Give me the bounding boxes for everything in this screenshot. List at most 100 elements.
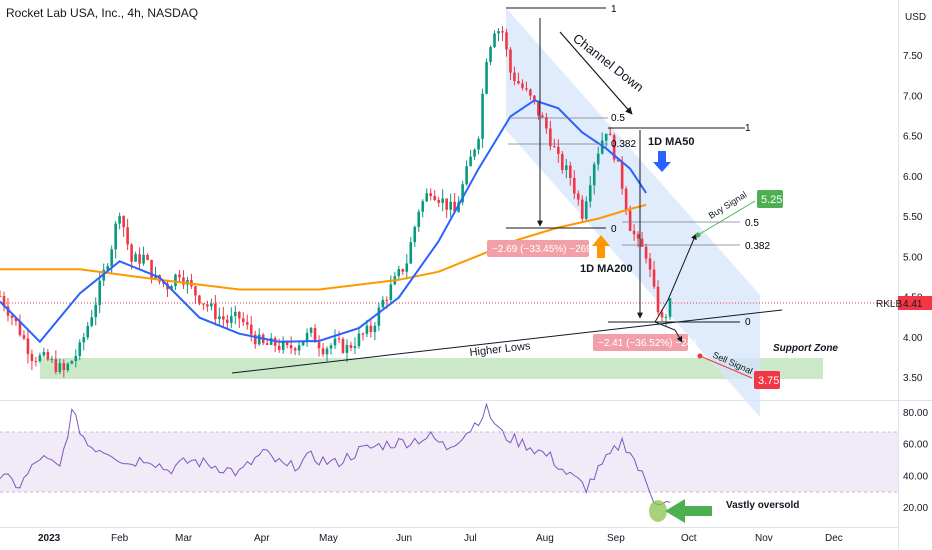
oversold-label: Vastly oversold xyxy=(726,500,799,511)
candle-body xyxy=(265,343,269,345)
sell-target-value: 3.75 xyxy=(758,375,779,387)
candle-body xyxy=(34,360,38,362)
measure-badge-1 xyxy=(487,240,589,257)
candle-body xyxy=(198,295,201,304)
candle-body xyxy=(337,338,341,340)
candle-body xyxy=(461,184,464,203)
last-price-badge xyxy=(898,296,932,310)
oversold-arrow-icon xyxy=(665,499,712,523)
candle-body xyxy=(66,363,70,371)
candle-body xyxy=(98,280,102,305)
time-tick: 2023 xyxy=(38,533,61,544)
candle-body xyxy=(425,193,429,202)
candle-body xyxy=(297,345,301,351)
candle-body xyxy=(218,316,221,320)
fib-label-0382a: 0.382 xyxy=(611,139,636,150)
candle-body xyxy=(174,274,177,287)
candle-body xyxy=(357,333,361,347)
candle-body xyxy=(138,254,141,264)
candle-body xyxy=(333,338,337,346)
time-tick: Apr xyxy=(254,533,270,544)
candle-body xyxy=(38,355,42,362)
candle-body xyxy=(429,193,433,197)
candle-body xyxy=(226,319,229,323)
price-tick: 4.00 xyxy=(903,333,923,344)
candle-body xyxy=(182,277,185,285)
candle-body xyxy=(377,307,381,326)
candle-body xyxy=(253,334,257,345)
candle-body xyxy=(194,286,197,296)
candle-body xyxy=(118,216,121,224)
candle-body xyxy=(18,320,22,336)
candle-body xyxy=(58,363,62,373)
candle-body xyxy=(305,332,309,342)
candle-body xyxy=(489,47,492,62)
candle-body xyxy=(150,259,153,279)
candle-body xyxy=(345,344,349,353)
candle-body xyxy=(341,339,345,353)
candle-body xyxy=(640,238,644,247)
candle-body xyxy=(281,342,285,350)
price-tick: 7.50 xyxy=(903,51,923,62)
candle-body xyxy=(397,269,401,277)
time-tick: Sep xyxy=(607,533,625,544)
candle-body xyxy=(620,161,624,189)
candle-body xyxy=(42,352,46,356)
rsi-band xyxy=(0,432,898,492)
candle-body xyxy=(373,325,377,333)
candle-body xyxy=(269,338,273,345)
candle-body xyxy=(233,311,237,317)
candle-body xyxy=(0,295,2,297)
candle-body xyxy=(90,317,94,326)
candle-body xyxy=(142,254,145,264)
candle-body xyxy=(576,193,580,200)
candle-body xyxy=(110,249,113,267)
candle-body xyxy=(241,318,245,323)
candle-body xyxy=(381,299,385,308)
candle-body xyxy=(608,133,612,136)
buy-target-badge xyxy=(757,190,783,208)
measure-badge-2 xyxy=(593,334,688,351)
candle-body xyxy=(588,185,592,202)
candle-body xyxy=(277,345,281,350)
time-tick: Feb xyxy=(111,533,129,544)
candle-body xyxy=(521,83,524,89)
candle-body xyxy=(632,230,636,235)
time-tick: Mar xyxy=(175,533,193,544)
projection-path xyxy=(654,233,697,323)
fib-label-05a: 0.5 xyxy=(611,113,625,124)
candle-body xyxy=(600,140,604,154)
sell-target-badge xyxy=(754,371,780,389)
candle-body xyxy=(285,342,289,346)
support-zone-label: Support Zone xyxy=(773,343,838,354)
candle-body xyxy=(70,361,74,364)
candlesticks xyxy=(0,26,672,378)
candle-body xyxy=(457,202,460,212)
measure-text-2: −2.41 (−36.52%) −241 xyxy=(598,338,698,349)
price-tick: 3.50 xyxy=(903,373,923,384)
candle-body xyxy=(481,93,484,139)
candle-body xyxy=(78,342,82,356)
candle-body xyxy=(433,196,437,201)
candle-body xyxy=(230,316,233,323)
candle-body xyxy=(361,333,365,335)
time-tick: Dec xyxy=(825,533,843,544)
candle-body xyxy=(513,72,516,82)
candle-body xyxy=(86,325,90,338)
price-axis: 7.507.006.506.005.505.004.504.003.50 xyxy=(903,51,923,384)
candle-body xyxy=(365,325,369,334)
time-tick: Jul xyxy=(464,533,477,544)
rsi-tick: 80.00 xyxy=(903,408,928,419)
candle-body xyxy=(329,345,333,349)
candle-body xyxy=(493,33,496,48)
candle-body xyxy=(146,254,149,260)
candle-body xyxy=(592,164,596,186)
candle-body xyxy=(170,286,173,290)
candle-body xyxy=(557,147,560,154)
candle-body xyxy=(134,254,137,262)
candle-body xyxy=(477,138,480,150)
price-tick: 7.00 xyxy=(903,91,923,102)
candle-body xyxy=(545,117,548,129)
time-tick: Nov xyxy=(755,533,773,544)
candle-body xyxy=(417,211,421,227)
